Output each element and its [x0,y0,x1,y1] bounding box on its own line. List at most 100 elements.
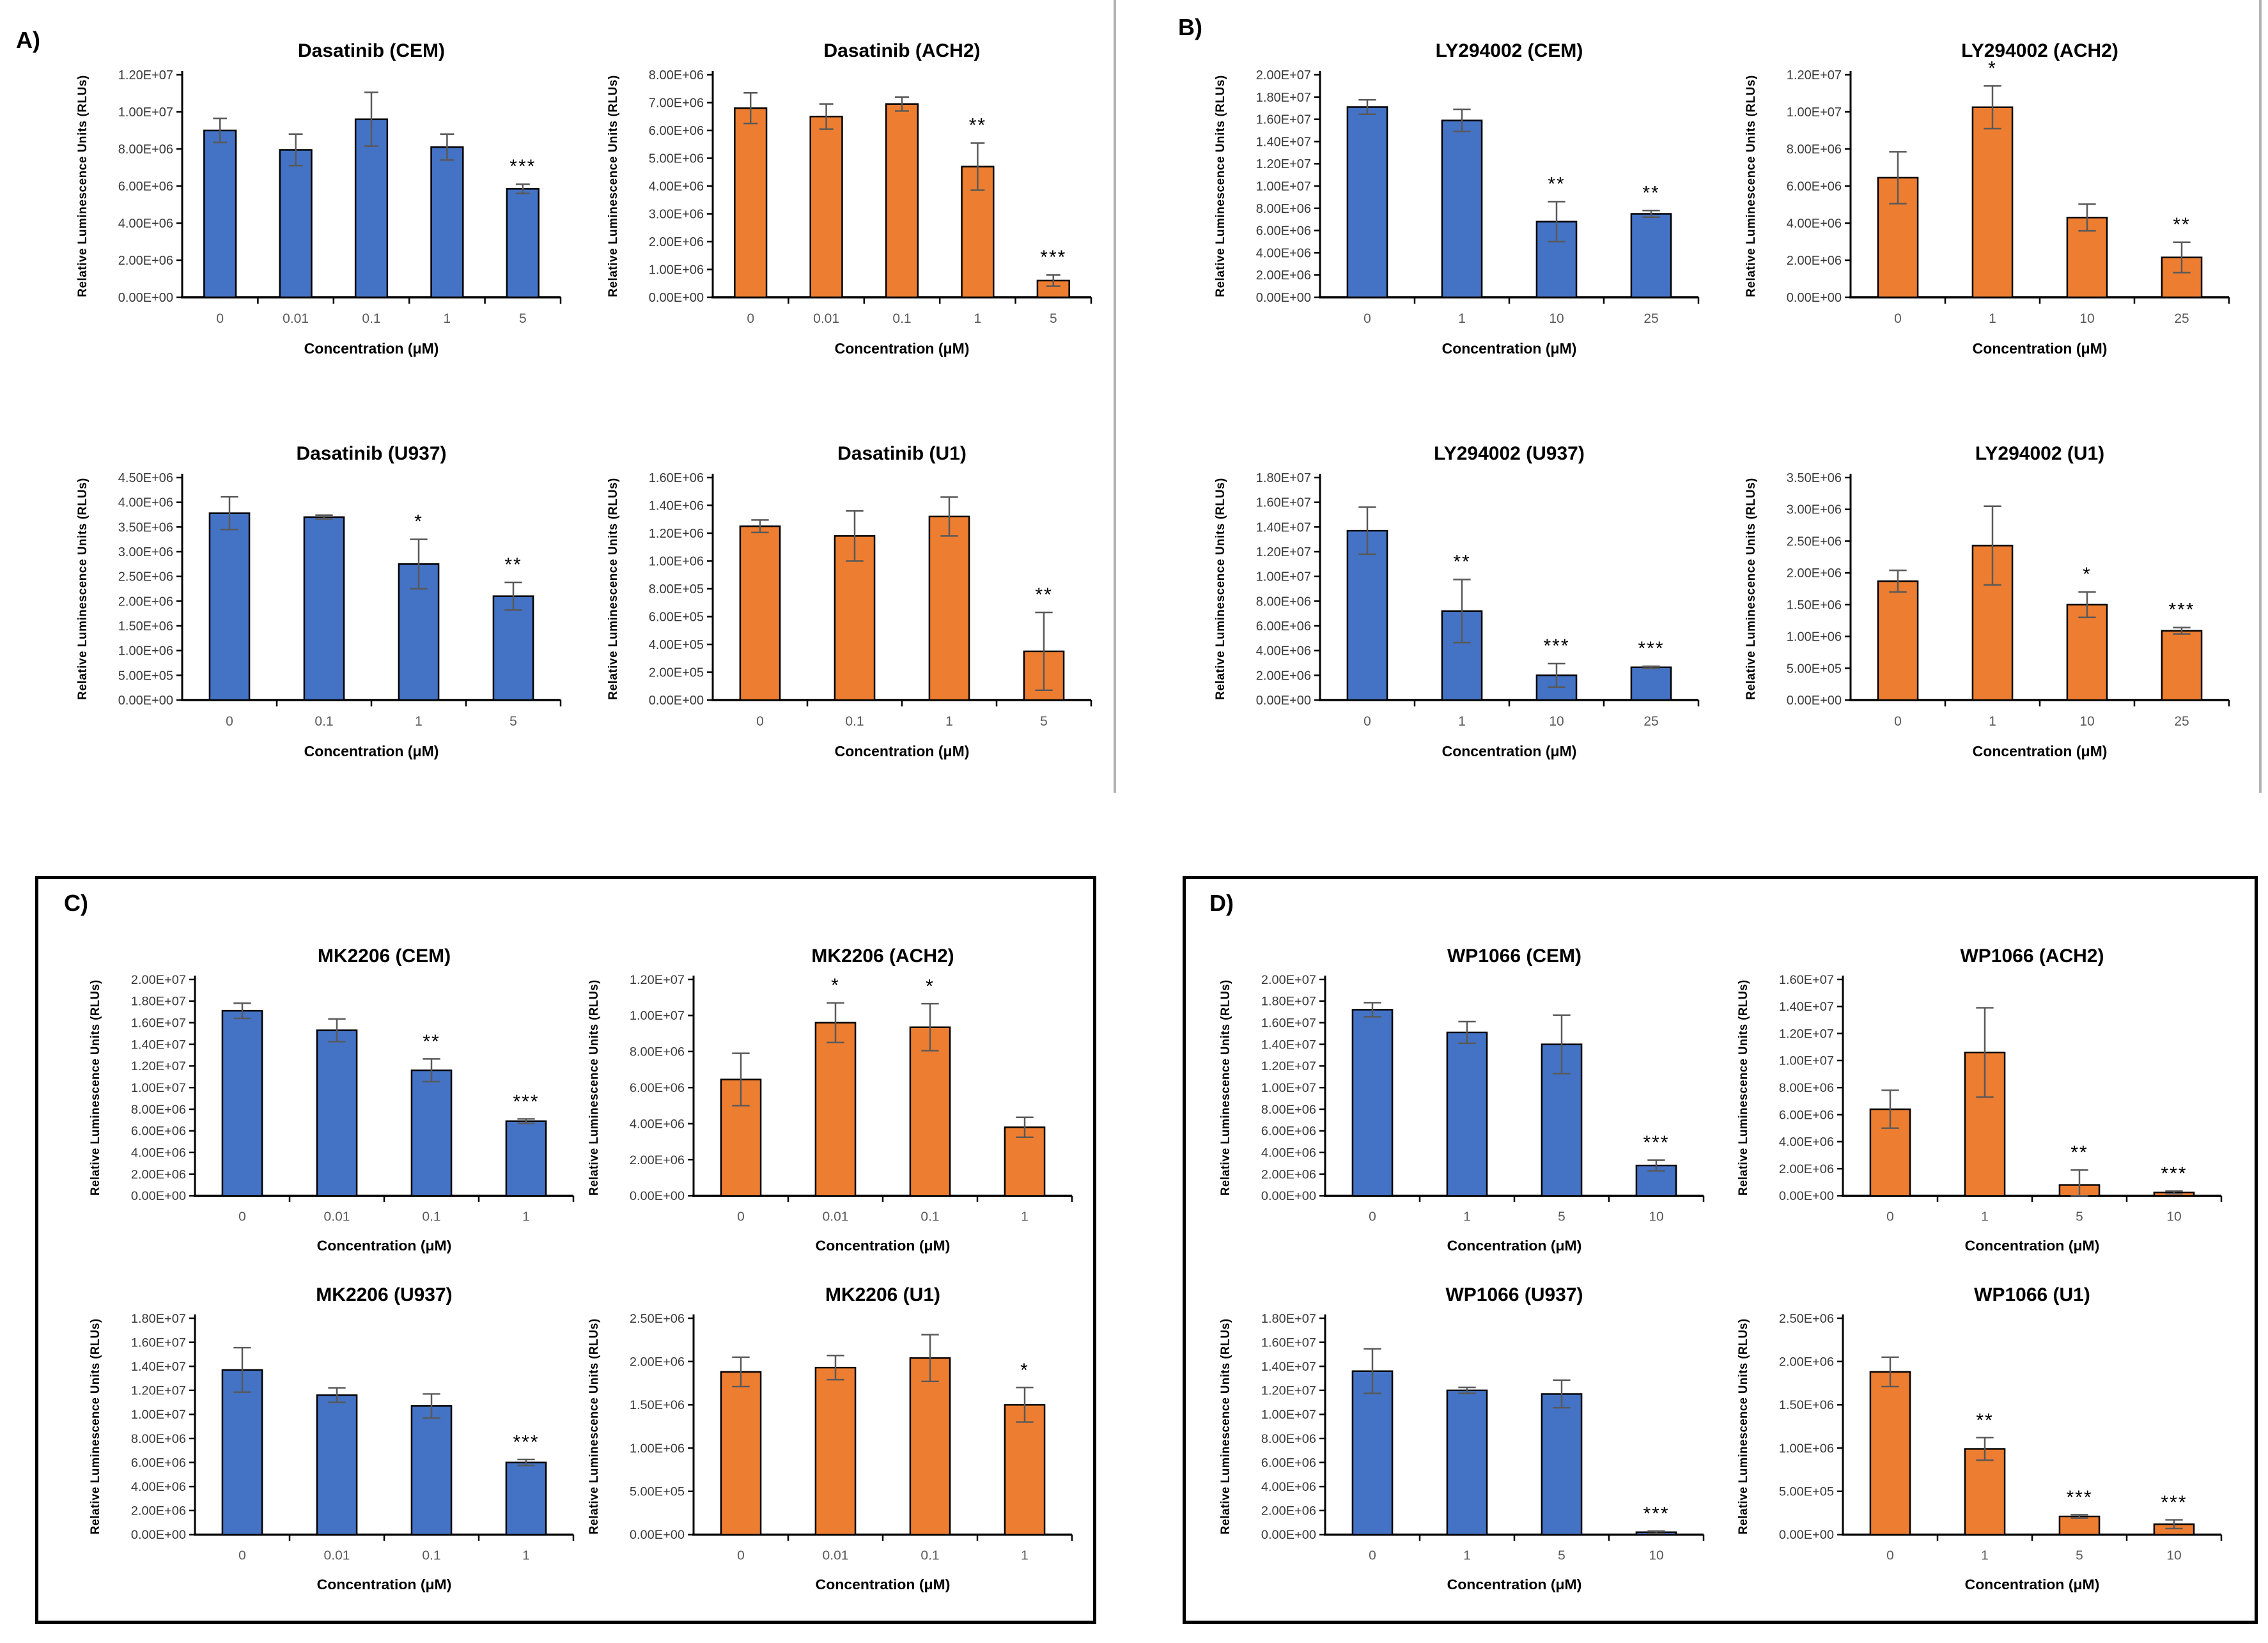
significance-stars: ** [969,115,986,136]
significance-stars: ** [2173,214,2190,235]
x-category-label: 1 [974,311,982,326]
y-tick-label: 1.20E+07 [131,1384,186,1398]
y-axis-label: Relative Luminescence Units (RLUs) [76,75,89,297]
y-axis-label: Relative Luminescence Units (RLUs) [1744,478,1758,699]
y-tick-label: 2.00E+06 [131,1168,186,1182]
bar-chart-ly294002-cem: LY294002 (CEM) Relative Luminescence Unit… [1214,40,1700,357]
y-tick-label: 1.00E+07 [630,1009,685,1023]
y-tick-label: 3.00E+06 [649,208,704,222]
bar [505,1120,547,1197]
y-tick-label: 1.80E+07 [1256,91,1311,105]
y-tick-label: 1.20E+07 [1261,1059,1316,1073]
y-tick-label: 2.00E+06 [630,1153,685,1167]
y-tick-label: 8.00E+06 [1256,202,1311,216]
y-tick-label: 2.00E+06 [1261,1168,1316,1182]
y-tick-label: 0.00E+00 [1787,291,1842,305]
bar-chart-wp1066-ach2: WP1066 (ACH2) Relative Luminescence Units… [1736,946,2223,1254]
y-tick-label: 4.00E+06 [1256,246,1311,260]
x-category-label: 0.01 [324,1548,350,1563]
y-tick-label: 0.00E+00 [1256,291,1311,305]
significance-stars: *** [2161,1492,2187,1513]
y-tick-label: 4.00E+06 [1256,644,1311,658]
bar-chart-mk2206-u1: MK2206 (U1) Relative Luminescence Units (… [587,1284,1073,1592]
bar [1351,1009,1394,1197]
y-tick-label: 0.00E+00 [630,1528,685,1542]
y-tick-label: 2.00E+06 [649,235,704,249]
y-tick-label: 2.00E+06 [1256,269,1311,283]
y-tick-label: 8.00E+06 [131,1432,186,1446]
panel-divider-line [1114,0,1116,793]
x-axis-label: Concentration (μM) [816,1237,951,1254]
y-tick-label: 8.00E+05 [649,582,704,596]
x-axis-label: Concentration (μM) [304,743,439,759]
y-tick-label: 1.00E+06 [630,1442,685,1456]
x-category-label: 1 [522,1548,530,1563]
y-tick-label: 6.00E+06 [1787,180,1842,194]
y-tick-label: 4.00E+05 [649,638,704,652]
y-axis-label: Relative Luminescence Units (RLUs) [1736,979,1750,1195]
x-category-label: 25 [2174,311,2189,326]
bar [1630,213,1672,299]
y-tick-label: 1.50E+06 [1787,598,1842,612]
chart-slot-mk2206-u937: MK2206 (U937) Relative Luminescence Units… [80,1273,585,1612]
x-category-label: 0.1 [892,311,911,326]
bar [303,516,345,701]
y-tick-label: 1.00E+07 [1779,1054,1834,1068]
y-tick-label: 1.00E+06 [1787,630,1842,644]
x-category-label: 0 [1886,1210,1894,1224]
significance-stars: * [1988,58,1997,79]
bar-chart-mk2206-ach2: MK2206 (ACH2) Relative Luminescence Units… [587,946,1073,1254]
y-tick-label: 1.80E+07 [1261,995,1316,1009]
bar [1004,1126,1046,1197]
x-category-label: 10 [1549,311,1564,326]
x-category-label: 10 [2166,1210,2181,1224]
y-tick-label: 2.50E+06 [1787,534,1842,549]
bar [506,188,540,299]
x-category-label: 0.1 [920,1548,939,1563]
x-category-label: 0.01 [283,311,309,326]
y-tick-label: 1.60E+06 [649,471,704,485]
y-tick-label: 6.00E+05 [649,611,704,625]
bar [1351,1370,1394,1536]
y-tick-label: 6.00E+06 [649,124,704,138]
x-category-label: 10 [1649,1210,1663,1224]
y-tick-label: 1.00E+06 [1779,1442,1834,1456]
bar [410,1069,453,1197]
x-category-label: 25 [2174,714,2189,729]
significance-stars: * [2083,564,2092,585]
y-tick-label: 1.20E+07 [1787,68,1842,82]
y-tick-label: 6.00E+06 [1261,1456,1316,1470]
bar [410,1405,453,1536]
y-tick-label: 4.00E+06 [1261,1480,1316,1494]
bar [1441,120,1483,299]
chart-slot-ly294002-cem: LY294002 (CEM) Relative Luminescence Unit… [1205,29,1710,377]
chart-title: Dasatinib (U1) [837,443,967,464]
y-tick-label: 1.20E+07 [118,68,173,82]
y-tick-label: 8.00E+06 [118,143,173,157]
y-tick-label: 2.50E+06 [118,570,173,584]
x-category-label: 1 [522,1210,530,1224]
x-axis-label: Concentration (μM) [317,1576,452,1592]
significance-stars: ** [1976,1410,1993,1431]
y-tick-label: 4.00E+06 [131,1480,186,1494]
significance-stars: ** [1642,182,1659,203]
y-tick-label: 0.00E+00 [649,694,704,708]
bar-chart-mk2206-u937: MK2206 (U937) Relative Luminescence Units… [88,1284,575,1592]
y-tick-label: 5.00E+05 [1787,662,1842,676]
x-category-label: 10 [1549,714,1564,729]
y-tick-label: 8.00E+06 [1261,1103,1316,1117]
y-tick-label: 1.40E+07 [1779,1000,1834,1014]
significance-stars: ** [1548,173,1565,194]
y-axis-label: Relative Luminescence Units (RLUs) [587,979,600,1195]
x-category-label: 10 [1649,1548,1663,1563]
bar [2066,603,2108,701]
significance-stars: *** [2168,600,2194,621]
x-category-label: 10 [2166,1548,2181,1563]
x-axis-label: Concentration (μM) [1965,1237,2100,1254]
y-tick-label: 5.00E+05 [1779,1485,1834,1499]
significance-stars: ** [2070,1142,2088,1164]
y-tick-label: 6.00E+06 [1256,619,1311,634]
chart-title: WP1066 (U1) [1974,1284,2090,1305]
y-tick-label: 1.00E+07 [1787,105,1842,120]
bar-chart-wp1066-u937: WP1066 (U937) Relative Luminescence Units… [1218,1284,1705,1592]
